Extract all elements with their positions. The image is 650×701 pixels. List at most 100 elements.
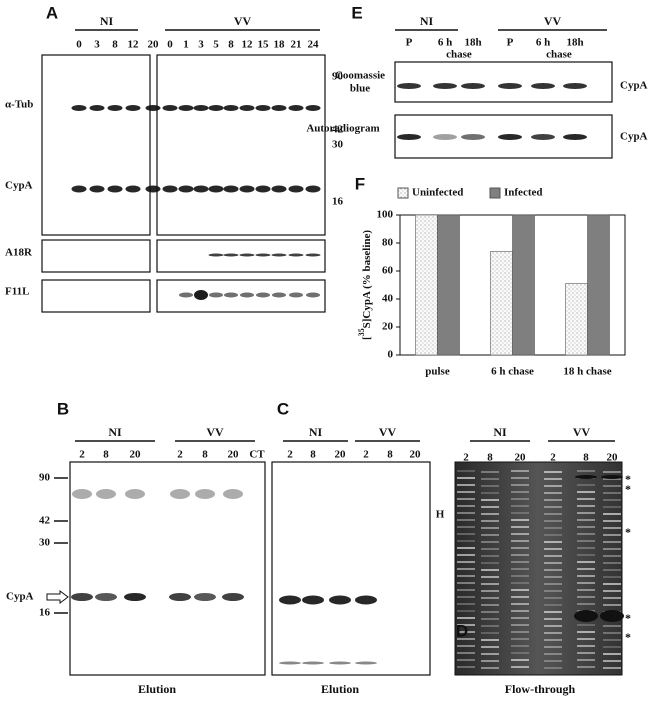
gel-stripe (577, 589, 595, 591)
gel-stripe (481, 499, 499, 501)
gel-stripe (603, 597, 621, 599)
band (498, 83, 522, 89)
gel-stripe (457, 582, 475, 584)
band (288, 253, 304, 257)
gel-stripe (577, 666, 595, 668)
group-label: VV (544, 14, 562, 28)
gel-stripe (481, 520, 499, 522)
lane-label: 20 (148, 39, 160, 51)
band (271, 253, 287, 257)
lane-label: 2 (287, 449, 293, 461)
legend-label: Uninfected (412, 187, 463, 199)
row-label: F11L (5, 286, 29, 298)
band (169, 593, 191, 601)
gel-stripe (457, 491, 475, 493)
panel-label: B (57, 399, 69, 418)
band (170, 489, 190, 499)
gel-stripe (457, 624, 475, 626)
group-label: NI (100, 14, 114, 28)
bar (512, 214, 535, 356)
marker-label: 90 (39, 472, 51, 484)
band (223, 489, 243, 499)
lane-sublabel: chase (546, 49, 572, 61)
gel-stripe (544, 569, 562, 571)
lane-label: 12 (128, 39, 140, 51)
gel-stripe (603, 506, 621, 508)
gel-stripe (481, 513, 499, 515)
heavy-chain-label: H (436, 509, 445, 521)
band (498, 134, 522, 140)
group-label: VV (379, 425, 397, 439)
group-label: NI (493, 425, 507, 439)
gel-stripe (577, 596, 595, 598)
gel-stripe (511, 491, 529, 493)
gel-stripe (544, 471, 562, 473)
bar (565, 283, 588, 356)
gel-stripe (544, 597, 562, 599)
lane-label: 20 (607, 452, 619, 464)
lane-label: 8 (583, 452, 589, 464)
band (125, 489, 145, 499)
gel-stripe (511, 582, 529, 584)
band (306, 292, 320, 298)
lane-label: 2 (363, 449, 369, 461)
band (302, 595, 324, 605)
gel-stripe (481, 611, 499, 613)
gel-stripe (481, 590, 499, 592)
panel-label: F (355, 174, 365, 193)
lane-sublabel: chase (446, 49, 472, 61)
gel-stripe (577, 533, 595, 535)
band (355, 661, 377, 665)
gel-stripe (457, 505, 475, 507)
gel-stripe (603, 646, 621, 648)
band (71, 105, 87, 111)
gel-stripe (457, 498, 475, 500)
gel-stripe (481, 653, 499, 655)
band (288, 185, 304, 193)
band (208, 185, 224, 193)
y-axis-label-part: [ (361, 336, 373, 340)
gel-stripe (511, 519, 529, 521)
band-label: CypA (620, 131, 648, 143)
band (240, 292, 254, 298)
caption: Elution (321, 682, 359, 696)
gel-stripe (511, 512, 529, 514)
gel-stripe (603, 548, 621, 550)
gel-stripe (481, 478, 499, 480)
lane-label: 20 (130, 449, 142, 461)
gel-stripe (481, 471, 499, 473)
band (208, 253, 224, 257)
gel-stripe (457, 596, 475, 598)
lane-label: 8 (103, 449, 109, 461)
lane-label: P (507, 37, 514, 49)
gel-stripe (603, 485, 621, 487)
gel-stripe (481, 618, 499, 620)
gel-stripe (544, 660, 562, 662)
band (145, 105, 161, 111)
panel-label: D (456, 621, 468, 640)
gel-stripe (544, 625, 562, 627)
band (461, 134, 485, 140)
gel-stripe (603, 625, 621, 627)
band (574, 610, 598, 622)
x-tick-label: pulse (425, 366, 450, 378)
gel-stripe (511, 645, 529, 647)
gel-stripe (511, 561, 529, 563)
band (124, 593, 146, 601)
band (194, 290, 208, 300)
gel-stripe (457, 589, 475, 591)
lane-label: 8 (310, 449, 316, 461)
gel-stripe (481, 492, 499, 494)
gel-stripe (457, 477, 475, 479)
y-tick-label: 60 (382, 265, 394, 277)
band (209, 292, 223, 298)
gel-stripe (577, 631, 595, 633)
gel-stripe (511, 596, 529, 598)
gel-stripe (603, 471, 621, 473)
gel-stripe (577, 645, 595, 647)
gel-stripe (457, 659, 475, 661)
band (397, 134, 421, 140)
lane-label: 6 h (536, 37, 550, 49)
gel-stripe (544, 576, 562, 578)
